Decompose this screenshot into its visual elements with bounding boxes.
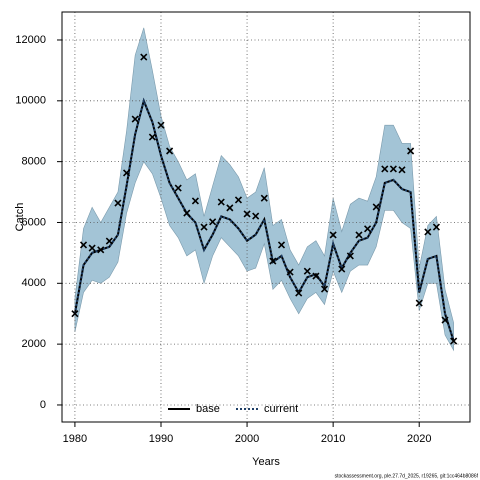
x-tick-label: 2020 (407, 433, 431, 445)
x-tick-label: 1990 (149, 433, 173, 445)
observation-marker (200, 223, 208, 231)
observation-marker (183, 209, 191, 217)
plot-frame (61, 11, 471, 423)
y-tick-label: 10000 (15, 95, 46, 107)
observation-marker (303, 267, 311, 275)
observation-marker (243, 210, 251, 218)
observation-marker (217, 198, 225, 206)
observation-marker (114, 199, 122, 207)
observation-marker (432, 223, 440, 231)
observation-marker (277, 241, 286, 249)
observation-marker (131, 115, 139, 123)
observation-marker (286, 268, 294, 276)
observation-marker (424, 228, 432, 236)
y-tick-label: 6000 (22, 216, 46, 228)
observation-marker (71, 310, 79, 318)
y-axis-label: Catch (14, 203, 26, 232)
y-tick-label: 4000 (22, 277, 46, 289)
observation-marker (398, 166, 406, 174)
observation-marker (450, 337, 458, 345)
observation-marker (140, 53, 148, 61)
x-tick-label: 2000 (235, 433, 259, 445)
observation-marker (346, 252, 354, 260)
footer: stockassessment.org, ple.27.7d_2025, r19… (335, 473, 479, 479)
observation-marker (441, 316, 449, 324)
observation-marker (79, 241, 88, 249)
observation-marker (260, 194, 268, 202)
observation-marker (381, 165, 389, 173)
legend-label: base (196, 403, 220, 415)
x-tick-label: 2010 (321, 433, 345, 445)
observation-marker (355, 231, 363, 239)
observation-marker (252, 212, 260, 220)
legend-label: current (264, 403, 298, 415)
y-tick-label: 12000 (15, 34, 46, 46)
observation-marker (234, 196, 243, 204)
observation-marker (389, 165, 397, 173)
observation-marker (157, 121, 165, 129)
x-axis-label: Years (252, 456, 280, 468)
observation-marker (320, 285, 329, 293)
observation-marker (88, 244, 96, 252)
observation-marker (415, 299, 423, 307)
y-tick-label: 8000 (22, 156, 46, 168)
observation-marker (407, 147, 415, 155)
confidence-band (74, 27, 454, 352)
y-tick-label: 2000 (22, 338, 46, 350)
observation-marker (338, 265, 346, 273)
observation-marker (209, 218, 217, 226)
observation-marker (372, 203, 380, 211)
observation-marker (312, 272, 320, 280)
observation-marker (269, 257, 277, 265)
observation-marker (329, 231, 337, 239)
observation-marker (226, 204, 234, 212)
observation-marker (105, 237, 113, 245)
observation-marker (174, 184, 182, 192)
observation-marker (295, 289, 303, 297)
observation-marker (166, 147, 174, 155)
y-tick-label: 0 (40, 399, 46, 411)
series-line (73, 97, 455, 342)
observation-marker (122, 169, 131, 177)
observation-marker (148, 133, 156, 141)
observation-marker (97, 246, 105, 254)
observation-marker (364, 225, 372, 233)
observation-marker (191, 197, 199, 205)
x-tick-label: 1980 (63, 433, 87, 445)
